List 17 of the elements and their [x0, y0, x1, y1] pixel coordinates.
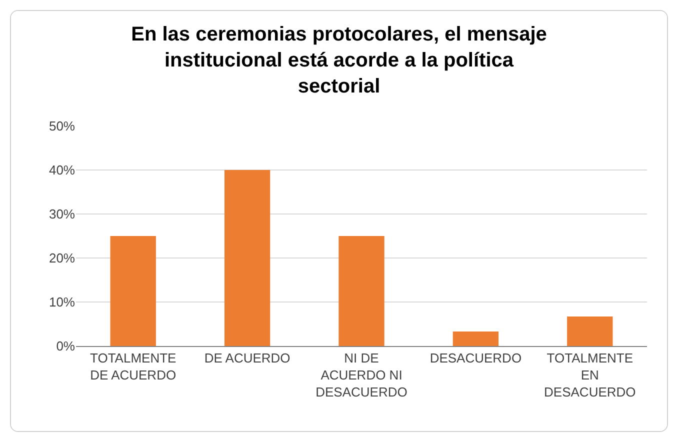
chart-title: En las ceremonias protocolares, el mensaje institucional está acorde a la política sectorial — [131, 23, 547, 98]
y-tick-label: 20% — [48, 250, 76, 266]
x-tick-label: DE ACUERDO — [204, 350, 290, 366]
y-tick-label: 40% — [48, 162, 76, 178]
bar — [452, 331, 499, 346]
bar — [224, 170, 270, 346]
x-tick-label: TOTALMENTE DE ACUERDO — [90, 350, 177, 382]
bar — [567, 316, 613, 346]
bar — [338, 236, 384, 346]
y-tick-label: 30% — [48, 206, 76, 222]
x-tick-label: NI DE ACUERDO NI DESACUERDO — [316, 350, 408, 400]
y-tick-label: 0% — [56, 338, 76, 354]
x-tick-label: TOTALMENTE EN DESACUERDO — [544, 350, 636, 400]
x-tick-label: DESACUERDO — [430, 350, 522, 366]
y-tick-label: 50% — [48, 118, 76, 134]
bar — [110, 236, 156, 346]
y-tick-label: 10% — [48, 294, 76, 310]
